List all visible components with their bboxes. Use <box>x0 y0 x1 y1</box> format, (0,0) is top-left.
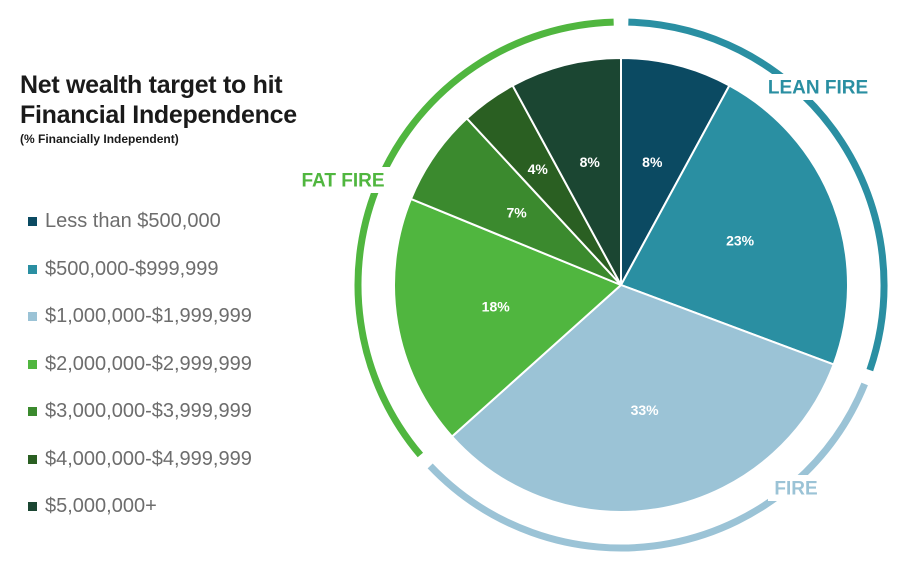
legend-item: Less than $500,000 <box>28 198 252 246</box>
legend-swatch <box>28 264 37 274</box>
legend-swatch <box>28 502 37 512</box>
legend-label: $1,000,000-$1,999,999 <box>45 305 252 328</box>
legend-swatch <box>28 359 37 369</box>
group-label: FIRE <box>774 479 817 500</box>
group-ring <box>427 382 868 552</box>
group-label: FAT FIRE <box>301 171 384 192</box>
group-label-background <box>292 167 394 193</box>
legend-label: $2,000,000-$2,999,999 <box>45 352 252 375</box>
slice-label: 8% <box>642 154 663 170</box>
legend-swatch <box>28 407 37 417</box>
chart-title-line-1: Net wealth target to hit <box>20 71 283 99</box>
legend-item: $3,000,000-$3,999,999 <box>28 388 252 436</box>
slice-label: 33% <box>631 402 660 418</box>
legend: Less than $500,000 $500,000-$999,999 $1,00… <box>28 198 252 531</box>
legend-swatch <box>28 217 37 227</box>
legend-label: $5,000,000+ <box>45 495 157 518</box>
legend-swatch <box>28 312 37 322</box>
legend-label: $4,000,000-$4,999,999 <box>45 447 252 470</box>
legend-label: Less than $500,000 <box>45 210 221 233</box>
legend-item: $1,000,000-$1,999,999 <box>28 293 252 341</box>
slice-label: 4% <box>528 161 549 177</box>
slice-label: 23% <box>726 233 755 249</box>
chart-subtitle: (% Financially Independent) <box>20 132 179 146</box>
pie-slice <box>450 283 835 513</box>
legend-label: $500,000-$999,999 <box>45 257 219 280</box>
legend-label: $3,000,000-$3,999,999 <box>45 400 252 423</box>
legend-swatch <box>28 454 37 464</box>
pie-slice <box>511 56 622 286</box>
legend-item: $4,000,000-$4,999,999 <box>28 436 252 484</box>
group-ring <box>628 18 888 372</box>
chart-title-line-2: Financial Independence <box>20 101 297 129</box>
group-label-background <box>768 475 824 501</box>
group-label-background <box>761 74 875 100</box>
legend-item: $500,000-$999,999 <box>28 246 252 294</box>
pie-slice <box>619 84 849 366</box>
slice-label: 18% <box>482 299 511 315</box>
pie-slice <box>620 56 731 286</box>
legend-item: $5,000,000+ <box>28 483 252 531</box>
slice-label: 7% <box>506 205 527 221</box>
pie-slice <box>393 197 623 438</box>
group-label: LEAN FIRE <box>768 78 868 99</box>
chart-title: Net wealth target to hit Financial Indep… <box>20 70 297 146</box>
slice-label: 8% <box>580 154 601 170</box>
legend-item: $2,000,000-$2,999,999 <box>28 341 252 389</box>
